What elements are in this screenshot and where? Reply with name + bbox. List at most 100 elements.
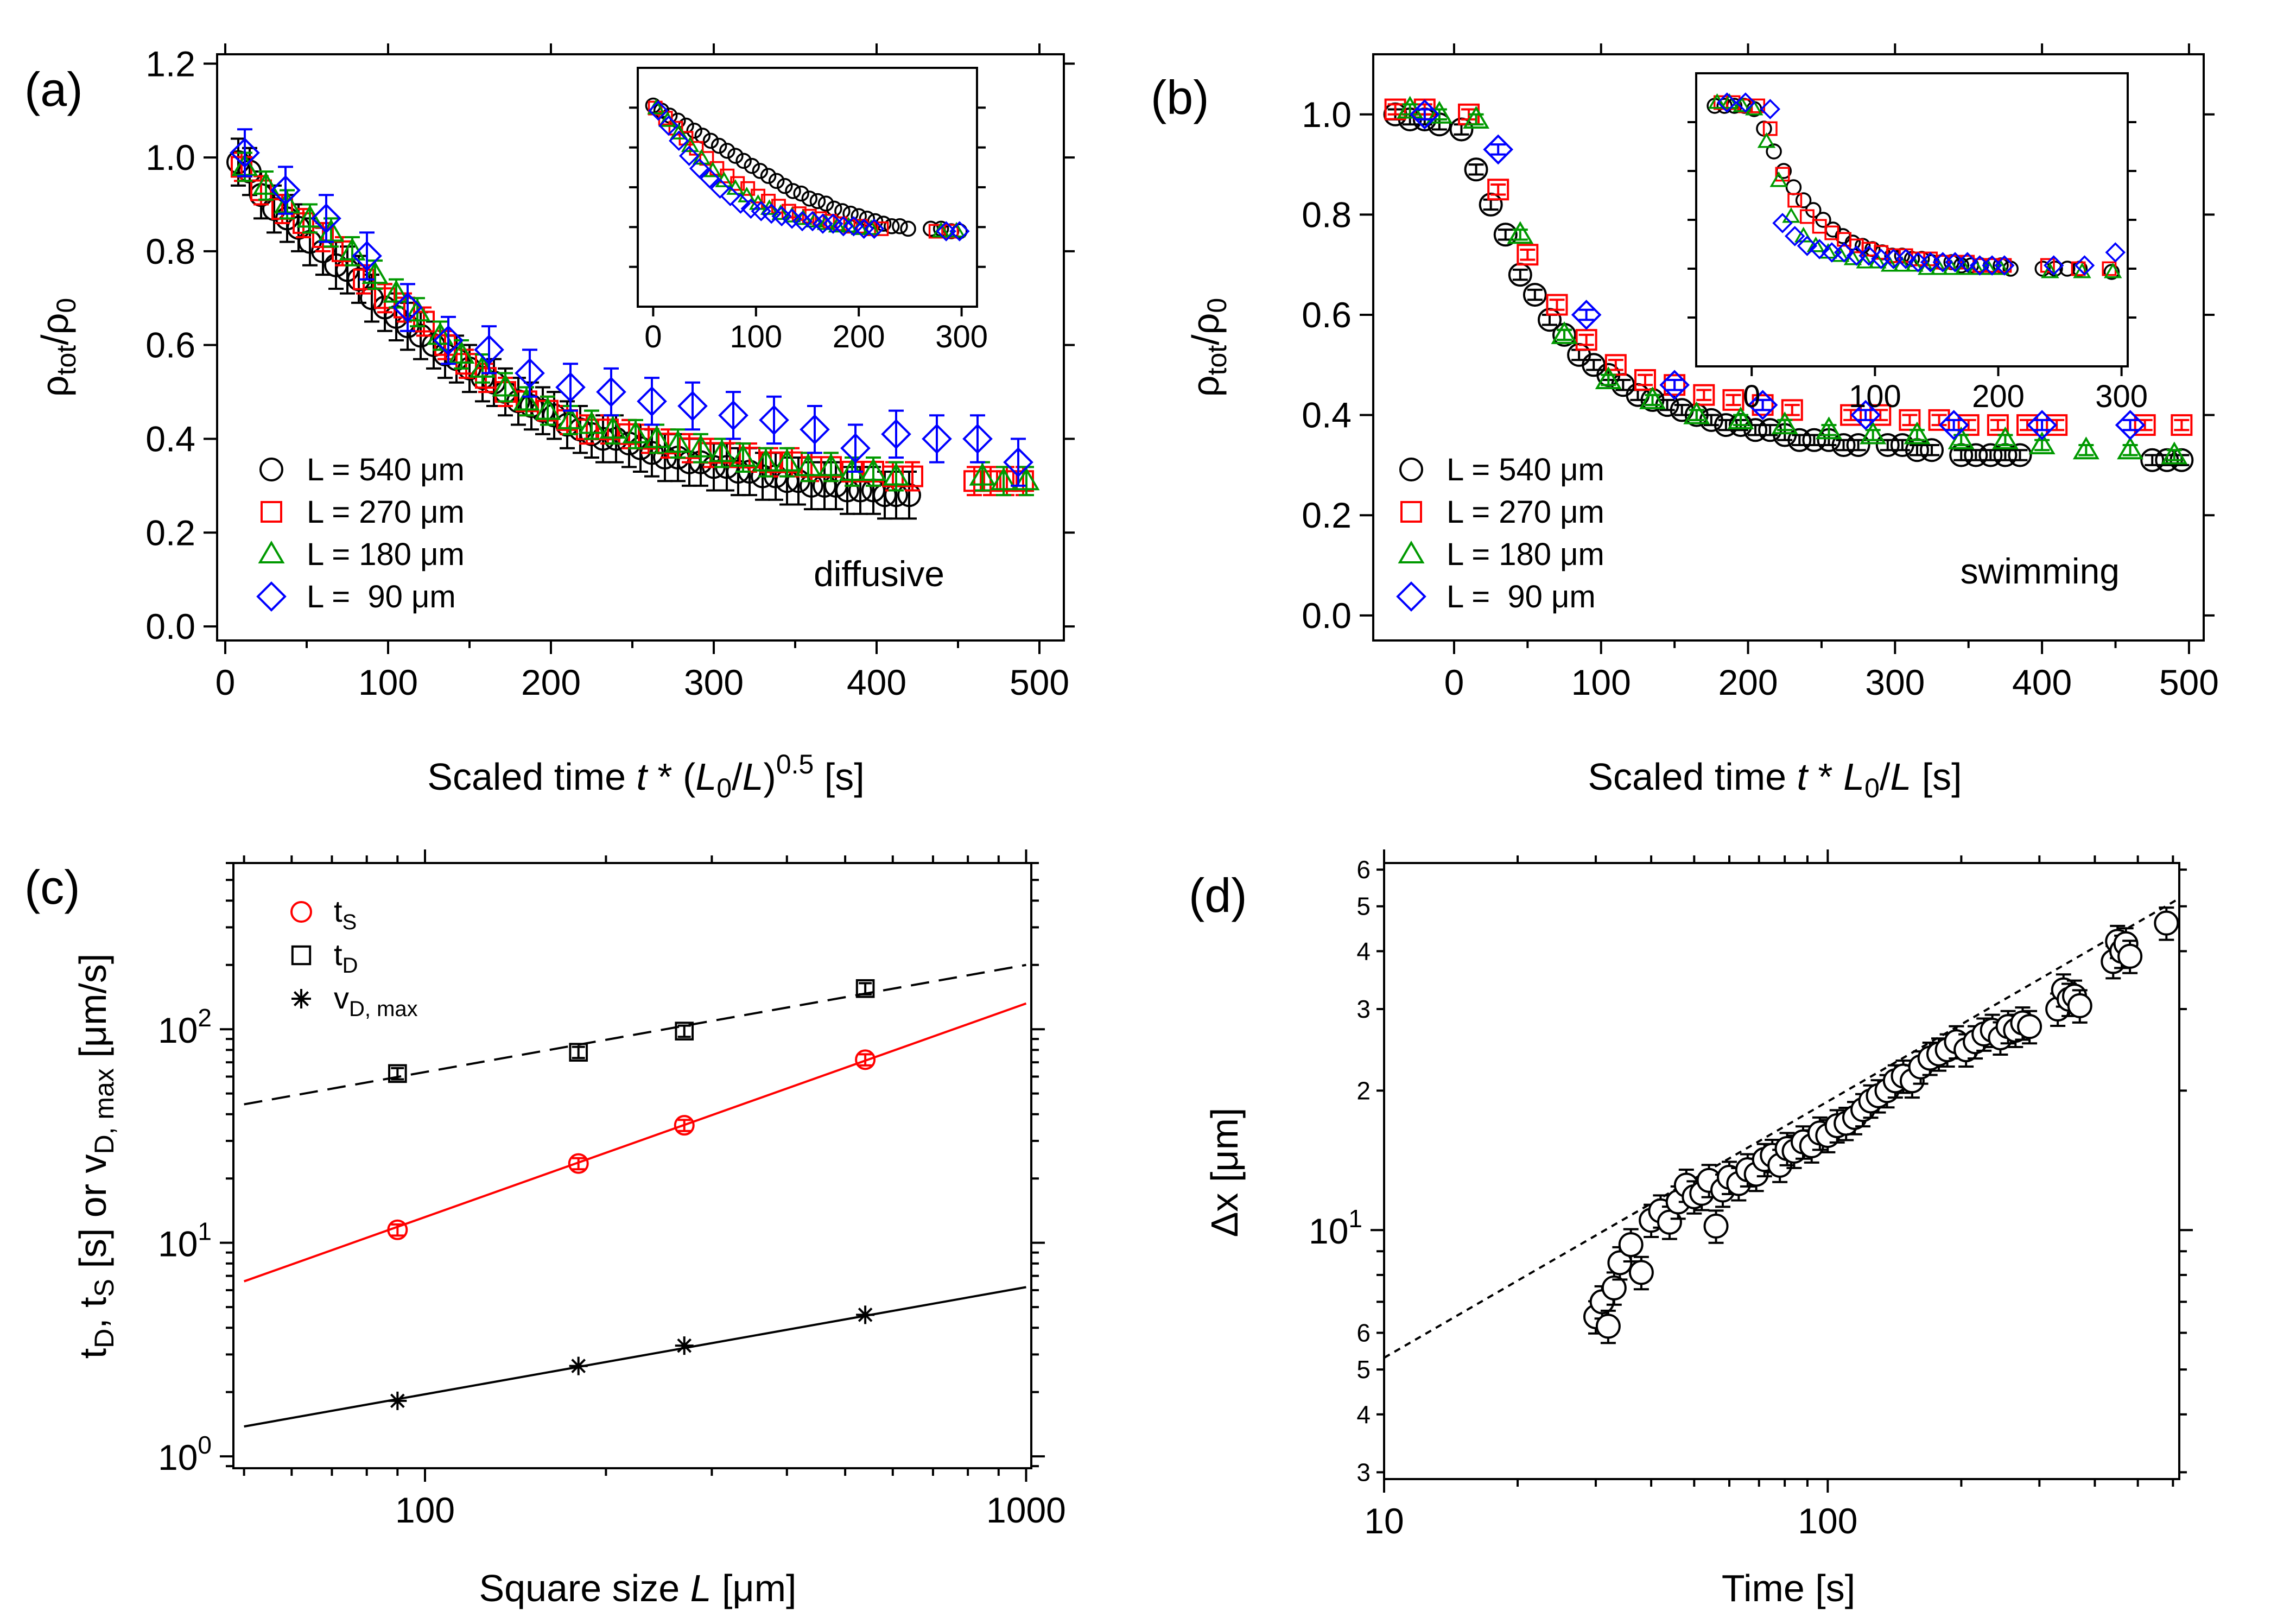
panel-b-inset: 0 100 200 300: [1688, 92, 2148, 414]
panel-b-plot-frame: [1372, 53, 2205, 642]
data-point: [1831, 433, 1856, 457]
data-point: [383, 280, 410, 303]
error-bar: [2122, 444, 2138, 456]
legend-label: vD, max: [334, 981, 418, 1021]
error-bar: [902, 470, 917, 520]
data-point: [360, 286, 384, 310]
data-point: [856, 1305, 875, 1324]
error-bar: [848, 423, 863, 473]
inset-data-point: [1795, 192, 1812, 208]
inset-data-point: [2105, 242, 2126, 263]
panel-a-legend: L = 540 μm L = 270 μm L = 180 μm L = 90 μm: [256, 452, 465, 614]
data-point: [1463, 106, 1490, 129]
data-point: [897, 483, 921, 507]
error-bar: [1674, 404, 1690, 416]
inset-data-point: [744, 157, 760, 174]
y-tick-exponent: 1: [198, 1217, 212, 1246]
inset-data-point: [1769, 171, 1788, 187]
error-bar: [1946, 418, 1962, 432]
data-point: [795, 453, 822, 477]
legend-marker: [258, 541, 285, 563]
data-point: [1752, 394, 1774, 416]
inset-data-point: [900, 220, 916, 237]
data-point: [1991, 426, 2019, 449]
data-point: [637, 386, 667, 417]
inset-x-tick-label: 200: [833, 319, 885, 354]
data-point: [1493, 223, 1518, 247]
panel-d-y-axis-label: Δx [μm]: [1203, 1108, 1246, 1238]
data-point: [1639, 386, 1666, 409]
data-point: [534, 397, 561, 420]
error-bar: [319, 194, 334, 243]
error-bar: [1865, 429, 1881, 441]
data-point: [2017, 1014, 2042, 1039]
inset-data-point: [928, 224, 943, 239]
data-point: [1426, 100, 1453, 124]
y-minor-tick-label: 6: [1356, 1319, 1371, 1347]
data-point: [515, 358, 545, 389]
panel-b: (b) 0 100 200 300 400 500 0.0 0.2 0.4 0.6 0.8 1.0 0…: [1151, 43, 2219, 803]
y-tick-label: 0.6: [145, 325, 195, 365]
inset-data-point: [1708, 93, 1727, 109]
legend-marker: [1400, 501, 1422, 523]
data-point: [678, 437, 700, 459]
data-point: [1607, 1250, 1633, 1276]
x-tick-label: 400: [847, 662, 906, 702]
inset-data-point: [1806, 236, 1825, 252]
error-bar: [1468, 113, 1484, 126]
inset-data-point: [864, 218, 885, 239]
data-point: [990, 467, 1017, 491]
data-point: [1904, 421, 1931, 445]
y-tick-base: 10: [1309, 1211, 1348, 1251]
data-point: [2134, 414, 2156, 436]
error-bar: [677, 1119, 691, 1132]
y-tick-label: 0.0: [1302, 595, 1352, 636]
data-point: [881, 419, 911, 449]
data-point: [1683, 401, 1710, 424]
data-point: [1409, 99, 1440, 130]
error-bar: [1490, 143, 1506, 156]
error-bar: [547, 391, 562, 440]
y-minor-tick-label: 5: [1356, 892, 1371, 921]
inset-data-point: [1858, 245, 1879, 266]
legend-marker: [261, 501, 282, 523]
inset-data-point: [2040, 258, 2055, 273]
legend-label: L = 540 μm: [1447, 452, 1604, 487]
legend-label-sub: D, max: [349, 997, 418, 1021]
inset-data-point: [936, 221, 956, 242]
inset-data-point: [884, 218, 900, 234]
data-point: [1850, 399, 1881, 430]
data-point: [2154, 910, 2179, 936]
legend-label-main: t: [334, 894, 342, 928]
data-point: [274, 191, 301, 214]
inset-data-point: [658, 115, 679, 136]
panel-label-a: (a): [24, 62, 83, 116]
y-tick-label: 0.2: [1302, 495, 1352, 535]
x-tick-label: 100: [395, 1490, 455, 1530]
error-bar: [644, 377, 659, 426]
error-bar: [1997, 434, 2013, 446]
error-bar: [889, 409, 904, 459]
x-tick-label: 0: [1444, 662, 1464, 702]
data-point: [2171, 414, 2193, 436]
error-bar: [1578, 333, 1594, 346]
data-point: [675, 1336, 694, 1355]
data-point: [962, 423, 993, 454]
inset-data-point: [801, 191, 818, 207]
inset-x-tick-label: 100: [729, 319, 782, 354]
inset-data-point: [720, 186, 741, 206]
data-point: [1869, 404, 1892, 426]
error-bar: [1703, 414, 1719, 427]
error-bar: [1011, 437, 1026, 487]
error-bar: [1637, 373, 1653, 386]
error-bar: [1601, 373, 1616, 386]
error-bar: [400, 283, 415, 332]
error-bar: [563, 363, 578, 412]
annotation-diffusive: diffusive: [814, 554, 944, 594]
error-bar: [1902, 414, 1918, 427]
error-bar: [1549, 299, 1565, 311]
inset-data-point: [817, 195, 834, 212]
legend-label: L = 180 μm: [1447, 537, 1604, 572]
